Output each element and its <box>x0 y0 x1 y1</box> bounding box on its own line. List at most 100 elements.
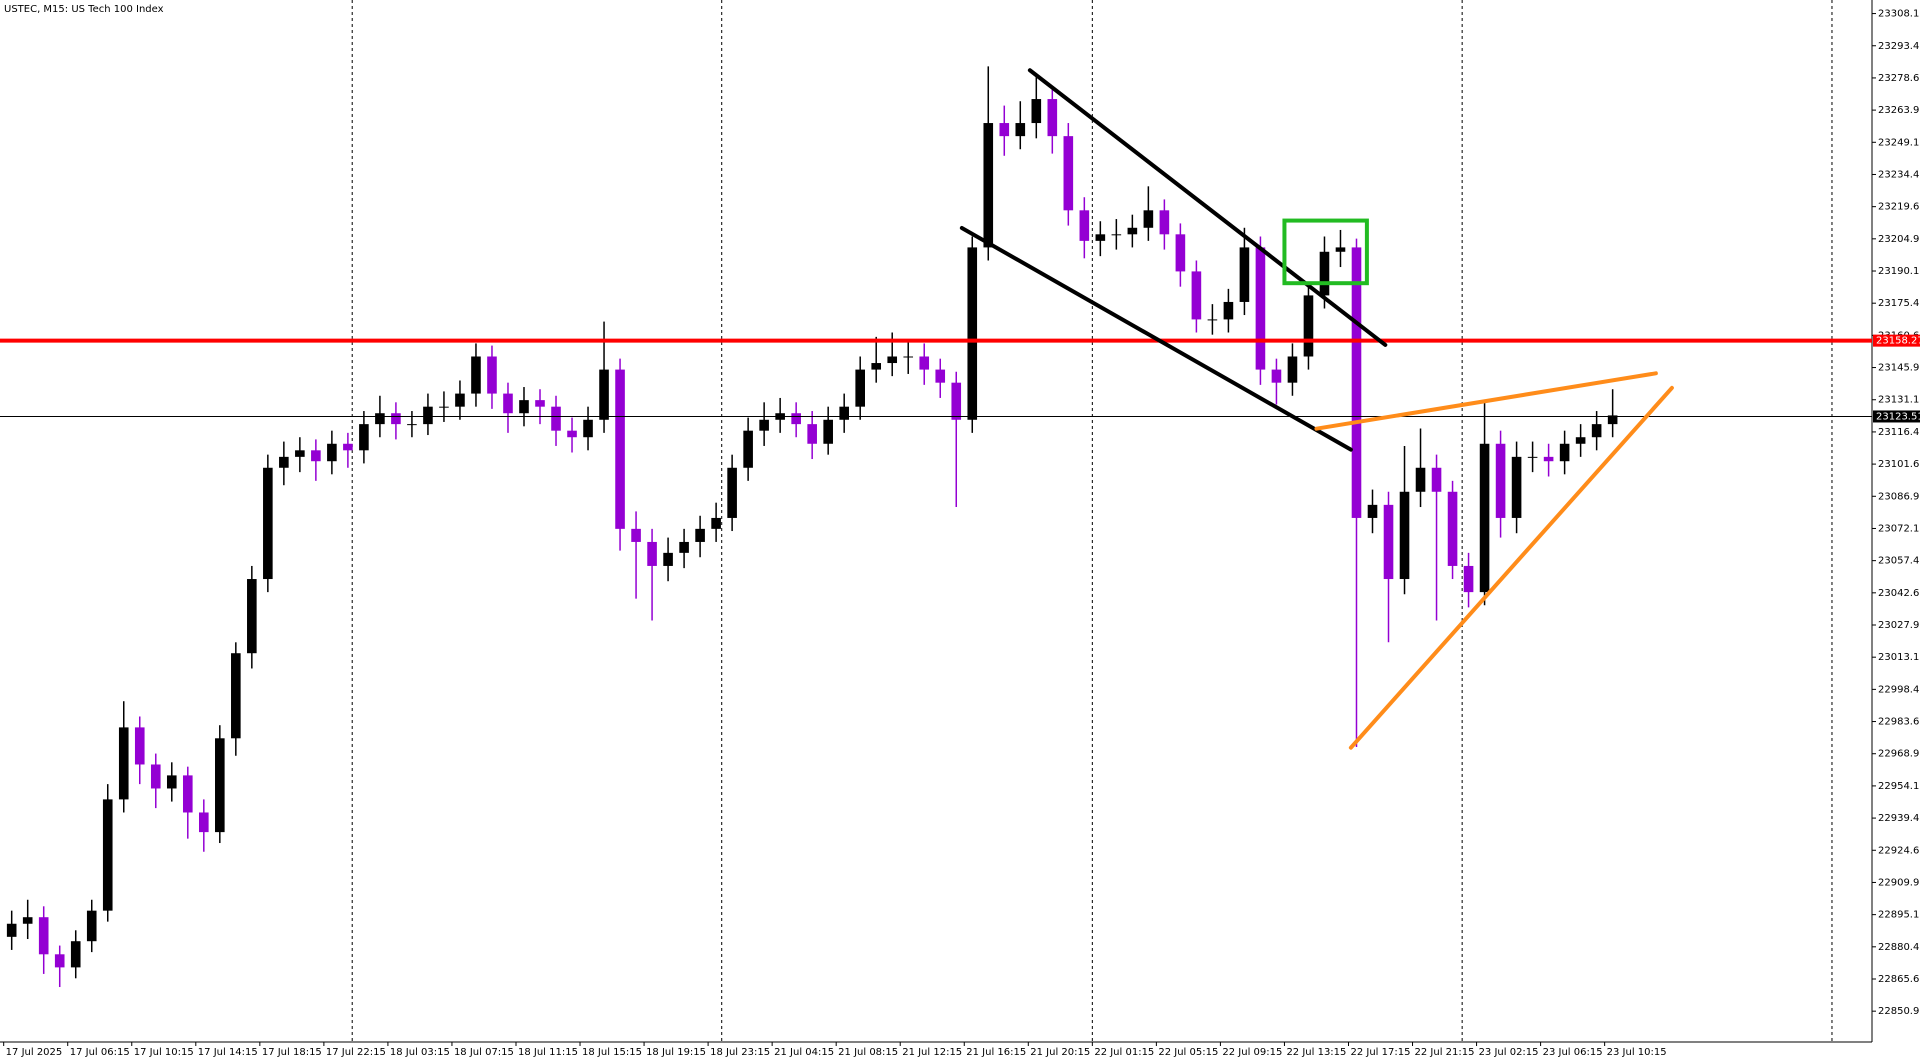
candle-body <box>567 430 577 438</box>
x-tick-label: 21 Jul 04:15 <box>774 1047 834 1058</box>
y-tick-label: 22924.68 <box>1878 845 1920 856</box>
y-tick-label: 23263.93 <box>1878 105 1920 116</box>
candle-body <box>215 738 225 833</box>
candle-body <box>1335 247 1346 252</box>
candle-body <box>1479 443 1490 593</box>
candle-body <box>1383 504 1394 580</box>
candle-body <box>343 443 353 451</box>
y-tick-label: 23072.18 <box>1878 523 1920 534</box>
y-tick-label: 23190.18 <box>1878 266 1920 277</box>
candle-body <box>70 941 81 968</box>
candle-body <box>855 369 865 407</box>
trend-line <box>1348 385 1674 750</box>
price-box <box>1873 334 1920 347</box>
candle-body <box>86 910 97 942</box>
trend-line <box>959 225 1353 452</box>
candle-body <box>823 419 833 444</box>
candle-body <box>1031 99 1042 124</box>
candle-body <box>455 393 465 407</box>
x-tick-label: 18 Jul 15:15 <box>582 1047 642 1058</box>
candle-body <box>1271 369 1282 383</box>
candle-body <box>1079 210 1090 241</box>
x-tick-label: 22 Jul 13:15 <box>1286 1047 1346 1058</box>
candle-body <box>791 413 801 425</box>
x-tick-label: 22 Jul 01:15 <box>1094 1047 1154 1058</box>
y-tick-label: 23204.93 <box>1878 234 1920 245</box>
candle-body <box>951 382 962 420</box>
candle-body <box>247 579 257 654</box>
candle-body <box>919 356 930 370</box>
chart-title: USTEC, M15: US Tech 100 Index <box>4 4 164 15</box>
candle-body <box>1463 565 1474 593</box>
x-tick-label: 23 Jul 06:15 <box>1543 1047 1603 1058</box>
price-box <box>1873 410 1920 423</box>
candle-body <box>263 467 273 580</box>
y-tick-label: 23175.43 <box>1878 298 1920 309</box>
candle-body <box>375 413 385 425</box>
x-tick-label: 18 Jul 03:15 <box>390 1047 450 1058</box>
y-tick-label: 22998.43 <box>1878 684 1920 695</box>
candle-body <box>1399 491 1410 580</box>
candle-body <box>182 775 193 813</box>
candle-body <box>999 123 1010 137</box>
candle-body <box>1607 415 1618 425</box>
candle-body <box>551 406 561 431</box>
price-label: 23158.27 <box>1876 336 1920 347</box>
x-tick-label: 21 Jul 20:15 <box>1030 1047 1090 1058</box>
candle-body <box>1207 319 1218 321</box>
candle-body <box>1063 136 1074 211</box>
y-tick-label: 22939.43 <box>1878 813 1920 824</box>
y-tick-label: 23013.18 <box>1878 652 1920 663</box>
candle-body <box>535 400 545 407</box>
candle-body <box>1351 247 1362 518</box>
candle-body <box>583 419 593 438</box>
candle-body <box>1239 247 1250 302</box>
highlight-box <box>1282 218 1369 286</box>
y-tick-label: 23027.93 <box>1878 620 1920 631</box>
x-tick-label: 22 Jul 05:15 <box>1158 1047 1218 1058</box>
x-tick-label: 22 Jul 21:15 <box>1415 1047 1475 1058</box>
x-tick-label: 18 Jul 19:15 <box>646 1047 706 1058</box>
candle-body <box>519 400 529 414</box>
candle-body <box>1223 301 1234 320</box>
candle-body <box>391 413 401 425</box>
y-tick-label: 23057.43 <box>1878 556 1920 567</box>
candle-body <box>503 393 513 414</box>
y-tick-label: 23042.68 <box>1878 588 1920 599</box>
candle-body <box>1255 247 1266 370</box>
candle-body <box>54 954 65 968</box>
candle-body <box>423 406 433 425</box>
candle-body <box>1175 234 1186 272</box>
candle-body <box>118 727 129 800</box>
candle-body <box>903 356 914 358</box>
candle-body <box>1319 251 1330 296</box>
candle-body <box>711 517 721 529</box>
candle-body <box>102 799 113 911</box>
candle-body <box>983 123 994 248</box>
candle-body <box>1495 443 1506 518</box>
y-tick-label: 23234.43 <box>1878 169 1920 180</box>
candle-body <box>1431 467 1442 492</box>
y-tick-label: 23101.68 <box>1878 459 1920 470</box>
candle-body <box>1015 123 1026 137</box>
trend-line <box>1314 371 1658 431</box>
candle-body <box>615 369 625 529</box>
trend-line <box>1027 68 1388 347</box>
candle-body <box>471 356 481 394</box>
candle-body <box>327 443 337 462</box>
x-tick-label: 21 Jul 16:15 <box>966 1047 1026 1058</box>
candle-body <box>150 764 161 789</box>
candle-body <box>1543 456 1554 462</box>
candle-body <box>727 467 737 518</box>
candle-body <box>38 917 49 955</box>
y-tick-label: 23131.18 <box>1878 395 1920 406</box>
candle-body <box>407 424 417 426</box>
x-tick-label: 17 Jul 18:15 <box>262 1047 322 1058</box>
y-tick-label: 22865.68 <box>1878 974 1920 985</box>
candle-body <box>1527 456 1538 458</box>
candle-body <box>1143 210 1154 228</box>
y-tick-label: 22954.18 <box>1878 781 1920 792</box>
y-tick-label: 23278.68 <box>1878 73 1920 84</box>
